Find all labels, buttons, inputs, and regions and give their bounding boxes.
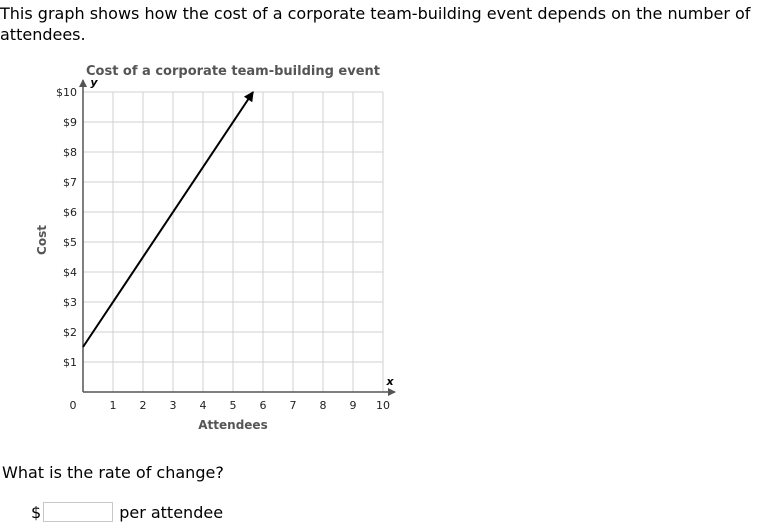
prompt-text: This graph shows how the cost of a corpo… [0,4,751,44]
line-chart: Cost of a corporate team-building event … [35,64,396,432]
x-tick-label: 9 [350,399,357,412]
rate-input[interactable] [43,502,114,522]
chart-title: Cost of a corporate team-building event [86,64,380,79]
series-line [82,91,254,348]
y-tick-label: $6 [63,206,77,219]
y-tick-label: $5 [63,236,77,249]
y-axis-label: Cost [35,225,49,255]
x-tick-label: 4 [200,399,207,412]
x-tick-label: 0 [70,399,77,412]
chart-tick-labels: 0 1 2 3 4 5 6 7 8 9 10 $1 $2 $3 $4 $5 $6 $7 $8 $9 $10 [56,86,390,412]
x-tick-label: 7 [290,399,297,412]
answer-row: $ per attendee [31,500,223,524]
x-axis-letter: x [385,375,394,388]
chart-series [82,91,254,348]
chart-axes [79,79,396,396]
x-axis-label: Attendees [198,418,267,432]
y-tick-label: $9 [63,116,77,129]
y-tick-label: $4 [63,266,77,279]
y-tick-label: $2 [63,326,77,339]
y-tick-label: $10 [56,86,77,99]
y-axis-letter: y [90,76,98,89]
x-tick-label: 1 [110,399,117,412]
question-text: What is the rate of change? [2,463,224,482]
x-tick-label: 8 [320,399,327,412]
x-tick-label: 5 [230,399,237,412]
x-tick-label: 3 [170,399,177,412]
chart-grid [83,91,384,392]
y-tick-label: $1 [63,356,77,369]
currency-symbol: $ [31,502,42,522]
y-tick-label: $3 [63,296,77,309]
y-tick-label: $7 [63,176,77,189]
unit-label: per attendee [119,502,224,522]
x-tick-label: 2 [140,399,147,412]
x-tick-label: 6 [260,399,267,412]
y-tick-label: $8 [63,146,77,159]
x-tick-label: 10 [376,399,390,412]
